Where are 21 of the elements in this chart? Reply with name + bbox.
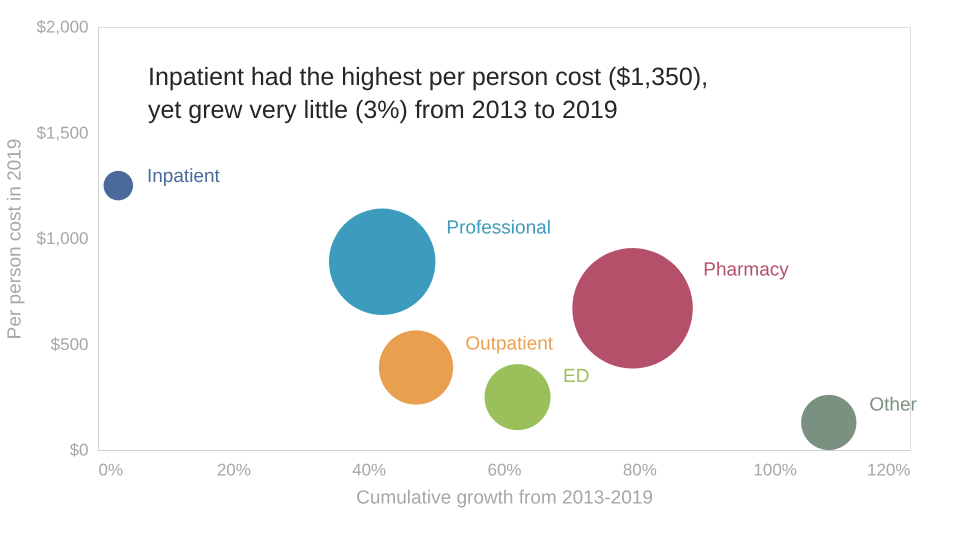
x-tick-label: 100% xyxy=(753,460,797,480)
y-tick-label: $1,500 xyxy=(36,123,88,142)
y-tick-label: $0 xyxy=(70,440,88,460)
x-tick-label: 20% xyxy=(216,460,251,480)
series-label: ED xyxy=(563,366,590,387)
x-axis-title: Cumulative growth from 2013-2019 xyxy=(356,488,653,508)
series-label: Professional xyxy=(446,217,551,238)
series-label: Pharmacy xyxy=(703,259,790,280)
x-tick-label: 40% xyxy=(352,460,386,480)
x-tick-label: 60% xyxy=(487,460,522,480)
x-tick-label: 0% xyxy=(98,460,124,480)
series-label: Other xyxy=(869,394,918,416)
series-label: Outpatient xyxy=(465,333,554,354)
annotation: Inpatient had the highest per person cost ($1,350), yet grew very little (3%) from 2013 to 2019 xyxy=(148,63,708,124)
x-tick-label: 80% xyxy=(622,460,657,480)
x-tick-label: 120% xyxy=(867,460,910,480)
y-tick-label: $2,000 xyxy=(36,18,88,36)
y-axis-title: Per person cost in 2019 xyxy=(4,138,26,340)
y-tick-label: $500 xyxy=(50,334,88,354)
y-tick-label: $1,000 xyxy=(36,229,88,248)
series-label: Inpatient xyxy=(146,166,221,188)
